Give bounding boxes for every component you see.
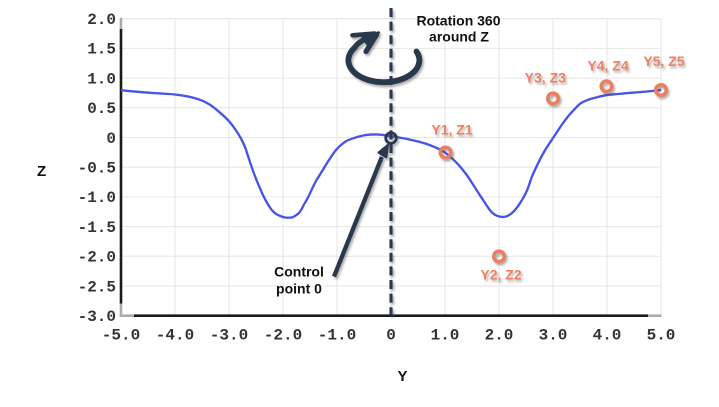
svg-text:2.0: 2.0	[87, 11, 116, 29]
svg-text:-3.0: -3.0	[78, 308, 116, 326]
svg-text:-0.5: -0.5	[78, 160, 116, 178]
svg-text:4.0: 4.0	[593, 326, 622, 344]
svg-text:Rotation 360: Rotation 360	[416, 13, 500, 29]
svg-text:-1.0: -1.0	[318, 326, 356, 344]
svg-text:point 0: point 0	[276, 281, 322, 297]
svg-text:Y: Y	[397, 368, 407, 385]
svg-text:Y1, Z1: Y1, Z1	[431, 122, 472, 138]
svg-text:3.0: 3.0	[539, 326, 568, 344]
svg-text:Y5, Z5: Y5, Z5	[643, 53, 684, 69]
svg-text:-1.5: -1.5	[78, 219, 116, 237]
svg-text:Y4, Z4: Y4, Z4	[587, 57, 628, 73]
svg-text:1.0: 1.0	[431, 326, 460, 344]
svg-text:-2.5: -2.5	[78, 278, 116, 296]
svg-text:around Z: around Z	[429, 29, 489, 45]
svg-text:0.5: 0.5	[87, 100, 116, 118]
svg-text:-3.0: -3.0	[210, 326, 248, 344]
svg-text:-2.0: -2.0	[78, 249, 116, 267]
svg-text:2.0: 2.0	[485, 326, 514, 344]
svg-text:-1.0: -1.0	[78, 189, 116, 207]
svg-text:1.5: 1.5	[87, 41, 116, 59]
svg-text:0: 0	[106, 130, 116, 148]
svg-text:-5.0: -5.0	[102, 326, 140, 344]
svg-text:-2.0: -2.0	[264, 326, 302, 344]
svg-text:Y2, Z2: Y2, Z2	[480, 267, 521, 283]
svg-text:Y3, Z3: Y3, Z3	[525, 70, 566, 86]
svg-text:Control: Control	[274, 264, 324, 280]
svg-text:-4.0: -4.0	[156, 326, 194, 344]
svg-text:0: 0	[386, 326, 396, 344]
svg-text:1.0: 1.0	[87, 70, 116, 88]
svg-text:Z: Z	[37, 163, 46, 180]
svg-text:5.0: 5.0	[647, 326, 676, 344]
